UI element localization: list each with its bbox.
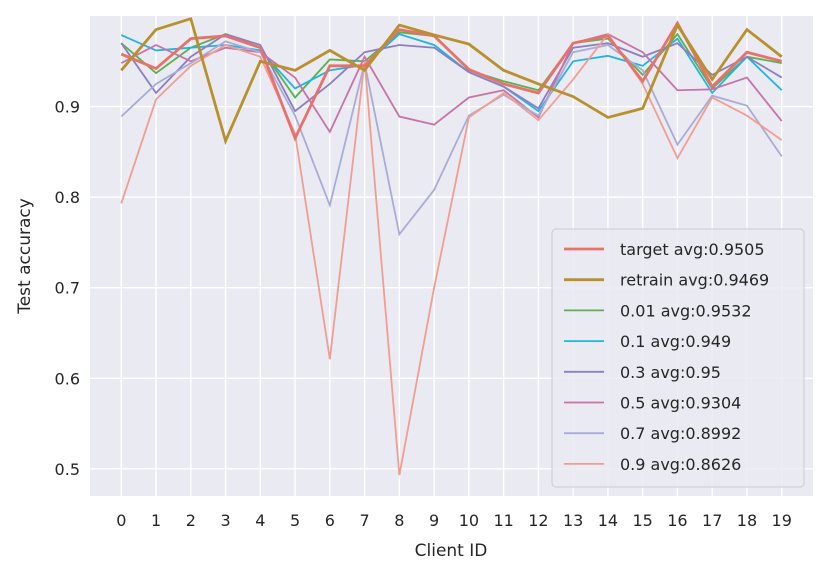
- legend-label-0: target avg:0.9505: [620, 240, 765, 259]
- x-tick-label: 3: [220, 511, 230, 530]
- x-tick-labels: 0 1 2 3 4 5 6 7 8 9 10 11 12 13 14 15 16 17 18 19: [116, 511, 792, 530]
- legend-label-2: 0.01 avg:0.9532: [620, 301, 752, 320]
- legend-label-3: 0.1 avg:0.949: [620, 332, 731, 351]
- x-tick-label: 15: [632, 511, 652, 530]
- legend-label-4: 0.3 avg:0.95: [620, 363, 721, 382]
- y-tick-label: 0.5: [55, 460, 80, 479]
- x-tick-label: 14: [598, 511, 618, 530]
- x-tick-label: 0: [116, 511, 126, 530]
- series-lines: [120, 16, 783, 476]
- x-tick-label: 4: [255, 511, 265, 530]
- y-tick-labels: 0.5 0.6 0.7 0.8 0.9: [55, 98, 80, 479]
- series-line-5: [120, 33, 783, 134]
- x-tick-label: 18: [737, 511, 757, 530]
- x-tick-label: 10: [459, 511, 479, 530]
- x-tick-label: 12: [528, 511, 548, 530]
- legend: target avg:0.9505 retrain avg:0.9469 0.01 …: [551, 228, 805, 488]
- x-tick-label: 8: [394, 511, 404, 530]
- x-tick-label: 5: [290, 511, 300, 530]
- series-line-7: [120, 32, 783, 476]
- series-line-6: [120, 40, 783, 237]
- x-tick-label: 7: [360, 511, 370, 530]
- x-tick-label: 2: [186, 511, 196, 530]
- x-axis-label: Client ID: [415, 541, 488, 561]
- x-tick-label: 6: [325, 511, 335, 530]
- x-tick-label: 9: [429, 511, 439, 530]
- x-tick-label: 19: [772, 511, 792, 530]
- x-tick-label: 13: [563, 511, 583, 530]
- series-line-1: [120, 16, 783, 146]
- x-tick-label: 11: [493, 511, 513, 530]
- legend-label-5: 0.5 avg:0.9304: [620, 394, 741, 413]
- y-tick-label: 0.7: [55, 279, 80, 298]
- y-axis-label: Test accuracy: [15, 198, 35, 315]
- legend-label-7: 0.9 avg:0.8626: [620, 455, 741, 474]
- x-tick-label: 16: [667, 511, 687, 530]
- legend-box: [551, 228, 805, 488]
- series-line-3: [120, 33, 783, 113]
- y-tick-label: 0.8: [55, 188, 80, 207]
- series-line-4: [120, 33, 783, 113]
- series-line-0: [120, 20, 783, 142]
- x-tick-label: 17: [702, 511, 722, 530]
- legend-label-6: 0.7 avg:0.8992: [620, 424, 741, 443]
- y-tick-label: 0.6: [55, 369, 80, 388]
- y-tick-label: 0.9: [55, 98, 80, 117]
- legend-label-1: retrain avg:0.9469: [620, 271, 769, 290]
- x-tick-label: 1: [151, 511, 161, 530]
